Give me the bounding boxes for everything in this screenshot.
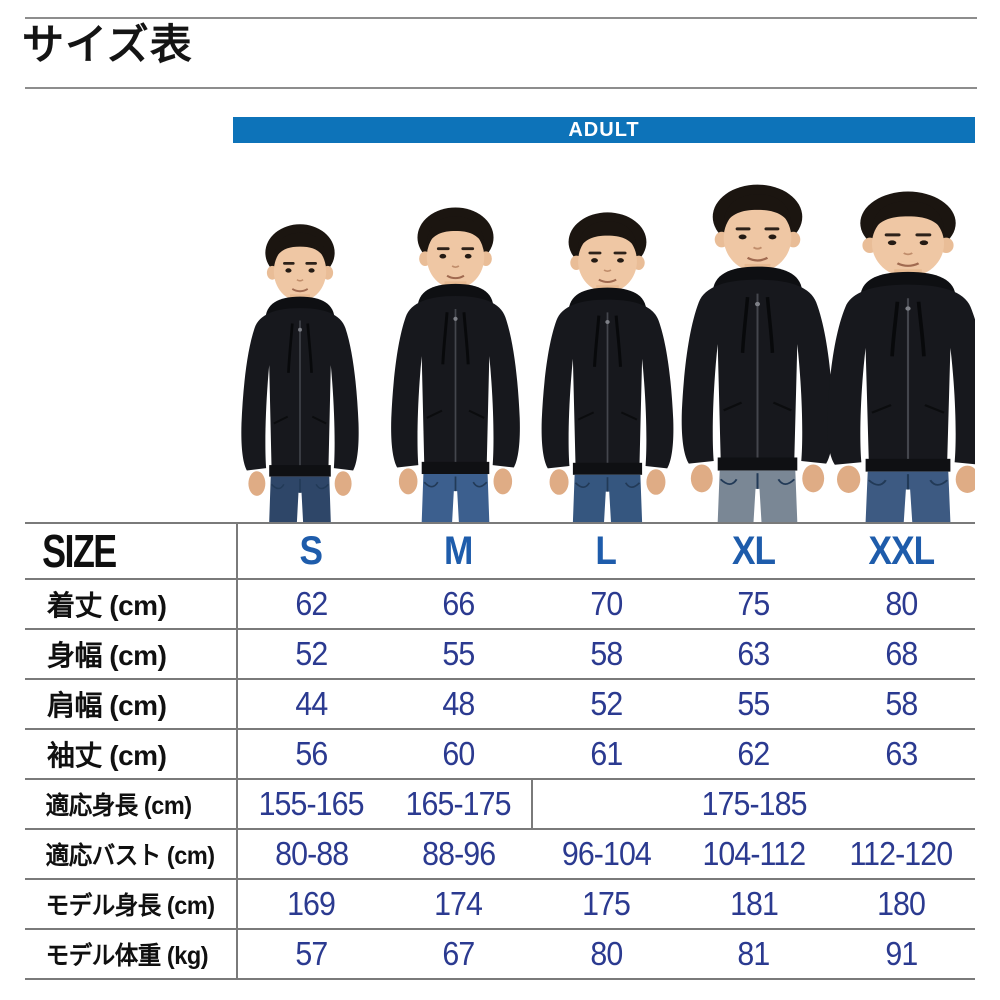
page-title: サイズ表 bbox=[22, 21, 193, 68]
row-body-width: 身幅 (cm) 52 55 58 63 68 bbox=[25, 629, 975, 679]
row-label-sleeve-length: 袖丈 (cm) bbox=[25, 729, 238, 779]
col-header-m: M bbox=[444, 528, 473, 573]
value-cell: 169 bbox=[287, 885, 336, 922]
size-table-header-row: SIZE S M L XL XXL bbox=[25, 523, 975, 579]
col-header-xxl: XXL bbox=[868, 528, 935, 573]
value-cell: 75 bbox=[737, 585, 771, 622]
value-cell-merged-l-xxl: 175-185 bbox=[531, 779, 975, 829]
value-cell: 52 bbox=[295, 635, 328, 672]
row-model-height: モデル身長 (cm) 169 174 175 181 180 bbox=[25, 879, 975, 929]
value-cell: 96-104 bbox=[561, 835, 651, 872]
col-header-s: S bbox=[299, 528, 323, 573]
adult-banner-label: ADULT bbox=[568, 118, 640, 141]
value-cell: 81 bbox=[737, 935, 771, 972]
size-corner-header: SIZE bbox=[25, 523, 238, 579]
value-cell: 70 bbox=[590, 585, 623, 622]
row-shoulder-width: 肩幅 (cm) 44 48 52 55 58 bbox=[25, 679, 975, 729]
row-label-fit-height: 適応身長 (cm) bbox=[25, 779, 238, 829]
value-cell: 104-112 bbox=[702, 835, 806, 872]
value-cell: 67 bbox=[442, 935, 475, 972]
value-cell: 80 bbox=[885, 585, 918, 622]
value-cell: 155-165 bbox=[258, 785, 365, 822]
value-cell: 60 bbox=[442, 735, 475, 772]
value-cell: 52 bbox=[590, 685, 623, 722]
value-cell: 63 bbox=[885, 735, 918, 772]
row-label-model-weight: モデル体重 (kg) bbox=[25, 929, 238, 979]
value-cell: 58 bbox=[590, 635, 623, 672]
model-photo-size-m bbox=[371, 205, 540, 522]
value-cell: 66 bbox=[442, 585, 475, 622]
row-label-body-width: 身幅 (cm) bbox=[25, 629, 238, 679]
value-cell: 48 bbox=[442, 685, 475, 722]
value-cell: 61 bbox=[590, 735, 623, 772]
value-cell: 180 bbox=[877, 885, 926, 922]
value-cell: 175 bbox=[582, 885, 631, 922]
row-sleeve-length: 袖丈 (cm) 56 60 61 62 63 bbox=[25, 729, 975, 779]
value-cell: 44 bbox=[295, 685, 328, 722]
size-table: SIZE S M L XL XXL 着丈 (cm) 62 66 70 75 80… bbox=[25, 522, 975, 980]
value-cell: 174 bbox=[434, 885, 483, 922]
value-cell: 80 bbox=[590, 935, 623, 972]
title-top-rule bbox=[25, 17, 977, 19]
model-photo-size-xxl bbox=[802, 189, 975, 522]
value-cell: 63 bbox=[737, 635, 771, 672]
row-fit-bust: 適応バスト (cm) 80-88 88-96 96-104 104-112 11… bbox=[25, 829, 975, 879]
row-label-fit-bust: 適応バスト (cm) bbox=[25, 829, 238, 879]
value-cell: 55 bbox=[442, 635, 475, 672]
value-cell: 62 bbox=[737, 735, 771, 772]
row-fit-height: 適応身長 (cm) 155-165 165-175 175-185 bbox=[25, 779, 975, 829]
value-cell: 88-96 bbox=[421, 835, 496, 872]
row-label-model-height: モデル身長 (cm) bbox=[25, 879, 238, 929]
row-label-shoulder-width: 肩幅 (cm) bbox=[25, 679, 238, 729]
col-header-l: L bbox=[595, 528, 618, 573]
value-cell: 56 bbox=[295, 735, 328, 772]
col-header-xl: XL bbox=[731, 528, 776, 573]
value-cell: 55 bbox=[737, 685, 771, 722]
title-bottom-rule bbox=[25, 87, 977, 89]
row-model-weight: モデル体重 (kg) 57 67 80 81 91 bbox=[25, 929, 975, 979]
value-cell: 62 bbox=[295, 585, 328, 622]
value-cell: 91 bbox=[885, 935, 918, 972]
value-cell: 68 bbox=[885, 635, 918, 672]
row-body-length: 着丈 (cm) 62 66 70 75 80 bbox=[25, 579, 975, 629]
value-cell: 57 bbox=[295, 935, 328, 972]
value-cell: 112-120 bbox=[849, 835, 954, 872]
value-cell: 80-88 bbox=[274, 835, 349, 872]
model-photo-strip bbox=[233, 143, 975, 522]
value-cell: 165-175 bbox=[405, 785, 511, 822]
value-cell: 58 bbox=[885, 685, 918, 722]
value-cell: 181 bbox=[729, 885, 779, 922]
adult-banner: ADULT bbox=[233, 117, 975, 143]
row-label-body-length: 着丈 (cm) bbox=[25, 579, 238, 629]
model-photo-size-s bbox=[233, 222, 377, 522]
